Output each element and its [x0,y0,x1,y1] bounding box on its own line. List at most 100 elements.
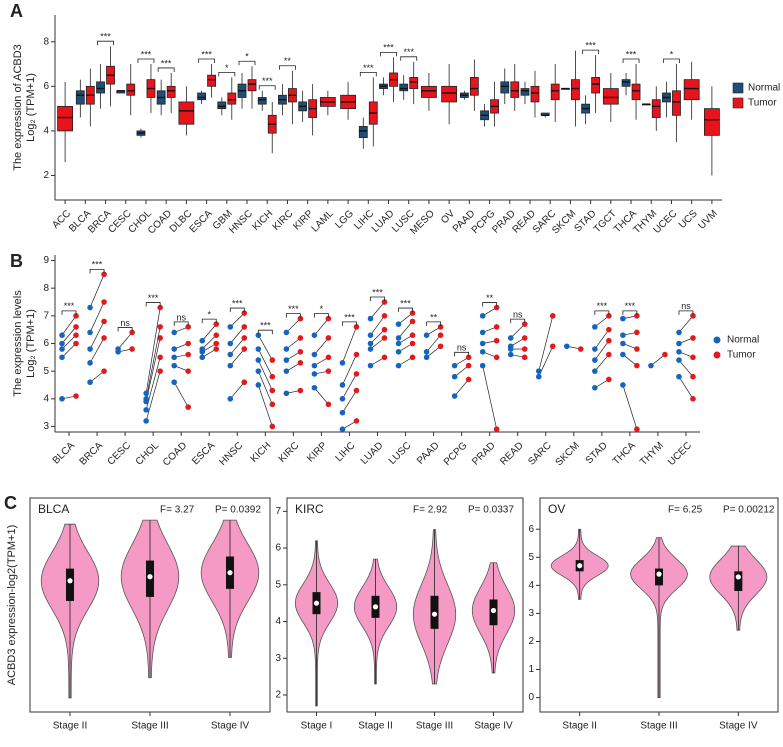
pair-line [61,343,77,358]
legend-marker [713,336,721,344]
tumor-point [690,396,696,402]
pair-line [61,315,77,336]
tumor-point [634,346,640,352]
box [683,79,700,101]
tumor-point [297,335,304,341]
tumor-point [549,313,556,319]
y-tick-label: 3 [528,608,534,619]
tumor-point [241,310,248,316]
normal-point [115,346,121,352]
normal-point [227,340,234,347]
normal-point [59,346,65,352]
normal-point [339,382,346,388]
stat-annotation: P= 0.0392 [215,505,261,516]
tumor-point [437,332,444,339]
x-tick-label: PAAD [415,440,442,467]
x-tick-label: Stage III [131,721,168,732]
x-tick-label: KIRP [305,440,330,465]
significance-label: *** [141,49,152,59]
tumor-point [241,324,248,330]
normal-point [143,407,149,413]
normal-point [227,324,234,330]
y-axis-label: Log₂ (TPM+1) [25,309,37,378]
x-tick-label: THYM [638,440,666,468]
tumor-point [269,401,276,408]
pair-line [314,318,329,336]
legend-marker [713,351,721,359]
significance-bracket [218,72,236,77]
significance-label: ** [486,293,494,303]
tumor-point [73,324,79,330]
x-tick-label: KICH [249,440,274,465]
tumor-point [157,335,163,341]
significance-label: *** [262,76,273,86]
normal-point [620,340,626,347]
x-tick-label: LIHC [334,440,358,464]
tumor-point [101,318,107,325]
x-tick-label: HNSC [227,208,255,236]
normal-point [479,362,486,369]
stat-annotation: F= 2.92 [413,505,448,516]
pair-line [201,334,217,350]
pair-line [230,337,245,355]
pair-line [398,312,413,325]
significance-bracket [285,313,301,318]
x-tick-label: LAML [310,208,337,235]
x-tick-label: LGG [333,208,356,231]
tumor-point [297,348,304,355]
pair-line [286,337,301,350]
violin-box [655,568,663,586]
significance-bracket [510,318,526,324]
normal-point [227,351,234,358]
x-tick-label: CESC [106,440,133,467]
pair-line [89,337,105,364]
significance-label: *** [161,58,172,68]
tumor-point [325,335,332,341]
chart-title: KIRC [295,502,324,516]
normal-point [507,343,514,350]
x-tick-label: UVM [696,208,720,232]
tumor-point [297,360,304,366]
tumor-point [521,335,528,341]
tumor-point [129,329,135,336]
pair-line [398,321,413,339]
pair-line [454,365,469,377]
pair-line [230,348,245,366]
pair-line [145,326,161,399]
significance-bracket [482,302,498,307]
tumor-point [437,343,444,350]
tumor-point [353,387,360,394]
normal-point [87,360,93,366]
pair-line [594,354,610,372]
normal-point [395,348,402,355]
normal-point [59,340,65,347]
pair-line [258,371,273,405]
tumor-point [409,318,416,325]
normal-point [87,329,93,336]
normal-point [59,396,65,402]
x-tick-label: HNSC [217,440,245,468]
tumor-point [437,324,444,330]
tumor-point [409,354,416,361]
significance-bracket [279,65,296,70]
pair-line [342,326,357,363]
stat-annotation: F= 3.27 [160,505,195,516]
significance-bracket [622,310,638,315]
normal-point [199,346,206,352]
significance-label: *** [92,260,103,270]
tumor-point [493,354,500,361]
significance-bracket [173,321,189,326]
significance-bracket [229,307,245,313]
normal-point [199,337,206,344]
tumor-point [465,354,472,361]
normal-point [479,329,486,336]
tumor-point [325,368,332,374]
tumor-point [465,362,472,369]
normal-point [367,340,374,347]
normal-point [676,357,682,363]
y-tick-label: 3 [43,421,49,432]
box [247,79,257,92]
significance-label: ns [457,343,467,353]
normal-point [255,332,262,339]
y-tick-label: 8 [43,283,49,294]
